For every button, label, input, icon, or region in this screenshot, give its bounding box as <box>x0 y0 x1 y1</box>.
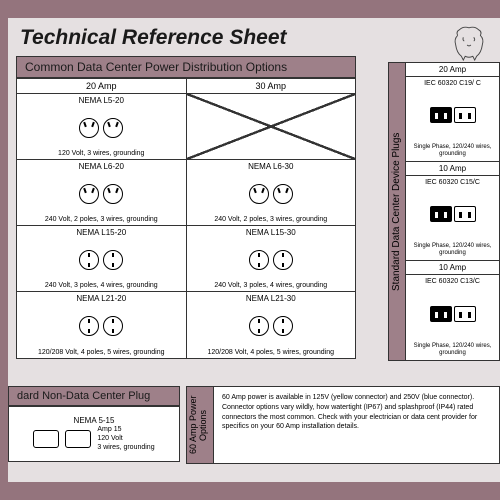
plug-icon <box>79 184 99 204</box>
amp-header: 10 Amp <box>406 261 499 275</box>
non-dc-header: dard Non-Data Center Plug <box>8 386 180 406</box>
plug-icon <box>79 316 99 336</box>
plug-icon <box>273 184 293 204</box>
60amp-section: 60 Amp Power Options 60 Amp power is ava… <box>186 386 500 464</box>
table-cell: NEMA L21-20120/208 Volt, 4 poles, 5 wire… <box>17 292 186 358</box>
device-plugs-section: Standard Data Center Device Plugs 20 Amp… <box>388 62 500 361</box>
device-table: 20 Amp IEC 60320 C19/ CSingle Phase, 120… <box>406 62 500 361</box>
plug-icon <box>79 118 99 138</box>
plug-icon <box>33 430 59 448</box>
power-table: 20 Amp 30 Amp NEMA L5-20120 Volt, 3 wire… <box>16 78 356 359</box>
plug-icon <box>103 250 123 270</box>
plug-icon <box>249 316 269 336</box>
iec-plug-icon <box>430 107 452 123</box>
plug-icon <box>249 250 269 270</box>
plug-icon <box>103 118 123 138</box>
device-cell: IEC 60320 C15/CSingle Phase, 120/240 wir… <box>406 176 499 261</box>
column-headers: 20 Amp 30 Amp <box>17 79 355 94</box>
bottom-row: dard Non-Data Center Plug NEMA 5-15 Amp … <box>8 386 500 464</box>
power-section-header: Common Data Center Power Distribution Op… <box>16 56 356 78</box>
plug-icon <box>273 250 293 270</box>
iec-plug-icon <box>454 306 476 322</box>
col-left: NEMA L5-20120 Volt, 3 wires, grounding N… <box>17 94 187 358</box>
table-cell-empty <box>187 94 356 160</box>
amp-header: 10 Amp <box>406 162 499 176</box>
plug-icon <box>103 316 123 336</box>
table-cell: NEMA L15-20240 Volt, 3 poles, 4 wires, g… <box>17 226 186 292</box>
amp-header: 20 Amp <box>406 63 499 77</box>
table-cell: NEMA L6-20240 Volt, 2 poles, 3 wires, gr… <box>17 160 186 226</box>
device-section-header: Standard Data Center Device Plugs <box>388 62 406 361</box>
non-dc-spec: Amp 15 120 Volt 3 wires, grounding <box>97 425 154 452</box>
iec-plug-icon <box>430 306 452 322</box>
iec-plug-icon <box>430 206 452 222</box>
60amp-body: 60 Amp power is available in 125V (yello… <box>214 386 500 464</box>
non-dc-body: NEMA 5-15 Amp 15 120 Volt 3 wires, groun… <box>8 406 180 462</box>
iec-plug-icon <box>454 206 476 222</box>
plug-icon <box>79 250 99 270</box>
plug-icon <box>65 430 91 448</box>
device-cell: IEC 60320 C19/ CSingle Phase, 120/240 wi… <box>406 77 499 162</box>
table-cell: NEMA L5-20120 Volt, 3 wires, grounding <box>17 94 186 160</box>
table-cell: NEMA L6-30240 Volt, 2 poles, 3 wires, gr… <box>187 160 356 226</box>
plug-icon <box>103 184 123 204</box>
gorilla-logo <box>450 24 488 62</box>
col-20amp: 20 Amp <box>17 79 187 94</box>
60amp-header: 60 Amp Power Options <box>186 386 214 464</box>
iec-plug-icon <box>454 107 476 123</box>
table-cell: NEMA L15-30240 Volt, 3 poles, 4 wires, g… <box>187 226 356 292</box>
plug-icon <box>249 184 269 204</box>
table-cell: NEMA L21-30120/208 Volt, 4 poles, 5 wire… <box>187 292 356 358</box>
power-distribution-section: Common Data Center Power Distribution Op… <box>16 56 356 359</box>
page: Technical Reference Sheet Common Data Ce… <box>8 18 500 482</box>
device-cell: IEC 60320 C13/CSingle Phase, 120/240 wir… <box>406 275 499 360</box>
plug-icon <box>273 316 293 336</box>
col-right: NEMA L6-30240 Volt, 2 poles, 3 wires, gr… <box>187 94 356 358</box>
non-datacenter-section: dard Non-Data Center Plug NEMA 5-15 Amp … <box>8 386 180 464</box>
col-30amp: 30 Amp <box>187 79 356 94</box>
page-title: Technical Reference Sheet <box>20 26 500 50</box>
